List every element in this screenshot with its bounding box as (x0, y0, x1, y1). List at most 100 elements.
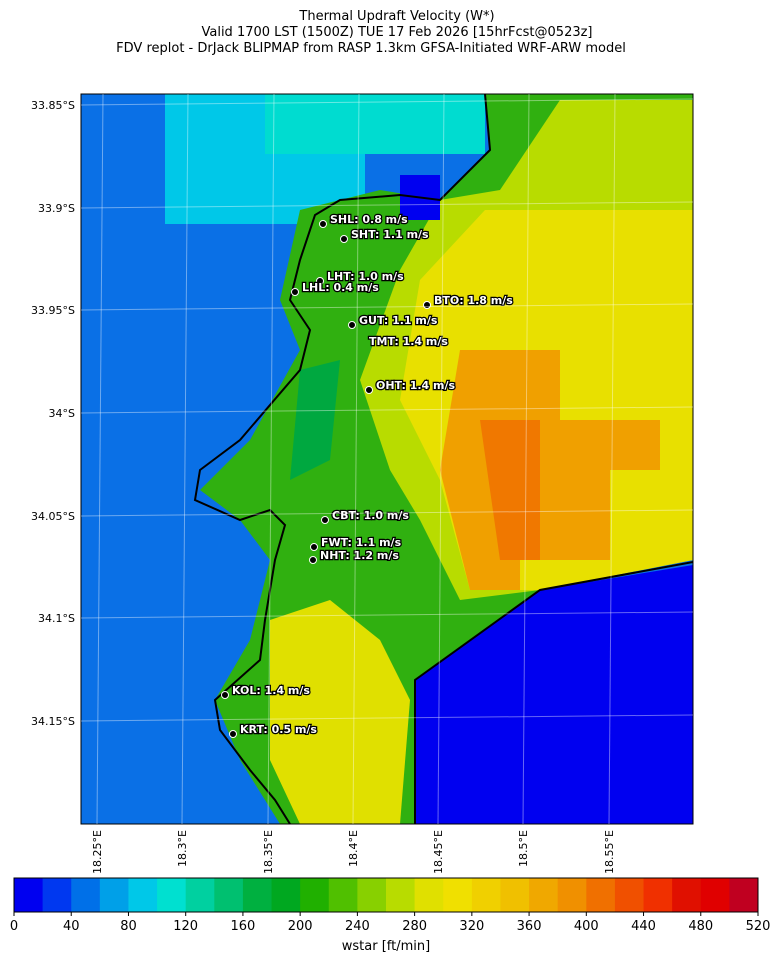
lon-label: 18.55°E (603, 830, 616, 874)
colorbar-swatch (529, 878, 559, 912)
colorbar-tick-label: 40 (63, 919, 80, 934)
lon-label: 18.25°E (91, 830, 104, 874)
map-raster (81, 93, 694, 825)
station-label: OHT: 1.4 m/s (376, 379, 455, 392)
colorbar-swatch (99, 878, 129, 912)
graticule (80, 303, 694, 311)
colorbar-swatch (128, 878, 158, 912)
colorbar-swatch (242, 878, 273, 912)
colorbar-swatch (414, 878, 444, 912)
stations: SHL: 0.8 m/s SHT: 1.1 m/s LHT: 1.0 m/sLHL:… (221, 212, 515, 738)
graticule (80, 201, 694, 209)
lon-label: 18.5°E (517, 830, 530, 867)
station-label: LHL: 0.4 m/s (302, 281, 379, 294)
colorbar-swatch (700, 878, 730, 912)
graticule (80, 611, 694, 619)
colorbar-tick-label: 240 (345, 919, 370, 934)
lat-label: 33.85°S (31, 99, 75, 112)
colorbar-tick-label: 360 (517, 919, 542, 934)
station-dot (229, 730, 237, 738)
station-dot (316, 277, 324, 285)
colorbar-tick-label: 80 (120, 919, 137, 934)
colorbar-tick-label: 440 (631, 919, 656, 934)
lat-label: 33.95°S (31, 304, 75, 317)
station-dot (221, 691, 229, 699)
graticule (181, 93, 189, 825)
colorbar-tick-label: 320 (459, 919, 484, 934)
lat-label: 34.15°S (31, 715, 75, 728)
colorbar-swatch (729, 878, 759, 912)
station-label: CBT: 1.0 m/s (332, 509, 409, 522)
graticule (522, 93, 530, 825)
station-dot (321, 516, 329, 524)
lat-label: 33.9°S (38, 202, 75, 215)
colorbar-tick-label: 480 (688, 919, 713, 934)
station-label: KOL: 1.4 m/s (232, 684, 310, 697)
colorbar-swatch (271, 878, 301, 912)
colorbar-swatch (214, 878, 244, 912)
colorbar-tick-label: 200 (288, 919, 313, 934)
colorbar-tick-label: 520 (746, 919, 771, 934)
colorbar-swatch (71, 878, 101, 912)
graticule (80, 509, 694, 517)
station-label: FWT: 1.1 m/s (321, 536, 402, 549)
station-dot (423, 301, 431, 309)
colorbar-swatch (157, 878, 187, 912)
station-label: SHL: 0.8 m/s (330, 213, 408, 226)
station-label: LHT: 1.0 m/s (327, 270, 404, 283)
colorbar-swatch (557, 878, 587, 912)
station-label: KRT: 0.5 m/s (240, 723, 317, 736)
colorbar-swatch (42, 878, 72, 912)
subtitle: Valid 1700 LST (1500Z) TUE 17 Feb 2026 [… (201, 25, 592, 40)
colorbar-swatch (443, 878, 473, 912)
station-dot (309, 556, 317, 564)
lon-label: 18.3°E (176, 830, 189, 867)
colorbar-tick-label: 400 (574, 919, 599, 934)
station-label: NHT: 1.2 m/s (320, 549, 399, 562)
lat-label: 34°S (49, 407, 75, 420)
graticule (352, 93, 360, 825)
colorbar-tick-label: 120 (173, 919, 198, 934)
title: Thermal Updraft Velocity (W*) (298, 9, 494, 24)
station-label: BTO: 1.8 m/s (434, 294, 513, 307)
station-label: SHT: 1.1 m/s (351, 228, 429, 241)
station-dot (310, 543, 318, 551)
station-dot (319, 220, 327, 228)
graticule (80, 406, 694, 414)
colorbar-frame (13, 877, 759, 913)
map-frame (80, 93, 694, 825)
colorbar-tick-label: 160 (231, 919, 256, 934)
colorbar-swatch (672, 878, 702, 912)
station-label: GUT: 1.1 m/s (359, 314, 438, 327)
graticule (80, 714, 694, 722)
lat-label: 34.1°S (38, 612, 75, 625)
colorbar-swatch (386, 878, 416, 912)
station-dot (365, 386, 373, 394)
lat-label: 34.05°S (31, 510, 75, 523)
colorbar-swatch (471, 878, 501, 912)
graticule (608, 93, 616, 825)
colorbar-swatch (643, 878, 673, 912)
colorbar-swatch (357, 878, 387, 912)
lon-label: 18.4°E (347, 830, 360, 867)
graticule (437, 93, 445, 825)
graticule (96, 93, 104, 825)
station-dot (340, 235, 348, 243)
lon-label: 18.35°E (262, 830, 275, 874)
graticule (267, 93, 275, 825)
colorbar-swatch (328, 878, 358, 912)
station-dot (348, 321, 356, 329)
colorbar-swatch (300, 878, 330, 912)
colorbar-tick-label: 0 (10, 919, 18, 934)
colorbar-swatch (185, 878, 215, 912)
graticule (80, 98, 694, 106)
colorbar-tick-label: 280 (402, 919, 427, 934)
colorbar-swatch (500, 878, 530, 912)
colorbar-swatch (14, 878, 44, 912)
colorbar-label: wstar [ft/min] (342, 939, 430, 954)
colorbar-swatch (586, 878, 616, 912)
station-dot (291, 288, 299, 296)
station-label: TMT: 1.4 m/s (369, 335, 448, 348)
lon-label: 18.45°E (432, 830, 445, 874)
